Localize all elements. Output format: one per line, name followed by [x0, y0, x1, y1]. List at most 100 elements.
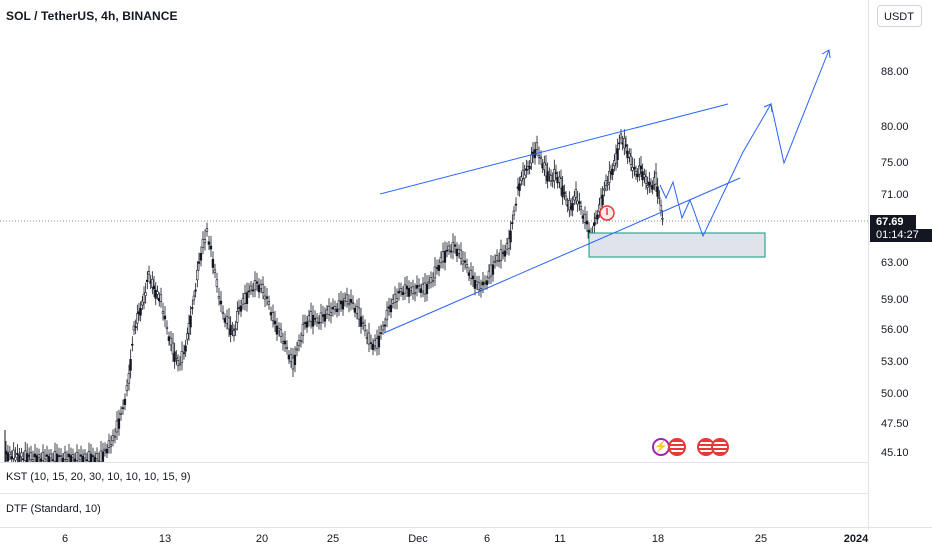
candle-body [83, 453, 87, 459]
lower-trendline [383, 177, 741, 334]
candle-body [574, 188, 578, 198]
candle-body [239, 305, 243, 312]
candle-body [639, 165, 643, 170]
candle-body [481, 281, 485, 286]
candle-body [223, 318, 227, 323]
flag-icon[interactable] [711, 438, 729, 456]
upper-trendline [379, 103, 729, 195]
candle-body [509, 230, 512, 243]
candle-body [103, 448, 107, 451]
candle-body [528, 165, 531, 170]
price-axis[interactable]: 88.00 80.00 75.00 71.00 63.00 59.00 56.0… [868, 0, 932, 530]
candle-body [199, 253, 203, 261]
candle-body [201, 238, 205, 248]
kst-indicator-label[interactable]: KST (10, 15, 20, 30, 10, 10, 10, 15, 9) [6, 471, 191, 483]
candle-body [571, 203, 574, 211]
candle-body [134, 326, 137, 329]
candle-body [427, 281, 431, 284]
candle-body [579, 206, 583, 210]
currency-selector-box[interactable]: USDT [877, 5, 922, 27]
candle-body [601, 194, 604, 206]
candle-body [537, 155, 541, 158]
candle-body [125, 385, 129, 392]
time-tick: 6 [483, 533, 491, 545]
price-tick: 59.00 [881, 294, 909, 306]
candle-body [473, 279, 477, 289]
candle-body [79, 454, 83, 457]
candle-body [37, 454, 41, 458]
candle-body [563, 192, 566, 194]
candle-body [559, 178, 563, 189]
candle-body [643, 174, 646, 178]
kst-pane[interactable]: KST (10, 15, 20, 30, 10, 10, 10, 15, 9) [0, 462, 868, 493]
candle-body [603, 188, 606, 191]
time-axis[interactable]: 6 13 20 25 Dec 6 11 18 25 2024 [0, 527, 932, 551]
candle-body [295, 348, 299, 351]
candle-body [271, 312, 275, 322]
time-tick: Dec [408, 533, 428, 545]
candle-body [638, 165, 641, 175]
candle-body [41, 451, 45, 461]
price-chart[interactable] [0, 0, 868, 473]
candle-body [479, 288, 483, 291]
time-tick: 6 [61, 533, 69, 545]
candle-body [489, 264, 493, 277]
dtf-indicator-label[interactable]: DTF (Standard, 10) [6, 503, 101, 515]
candle-body [107, 440, 111, 448]
candle-body [113, 435, 117, 438]
price-tick: 47.50 [881, 418, 909, 430]
candle-body [439, 257, 443, 264]
candle-body [73, 458, 77, 462]
candle-body [551, 180, 554, 182]
candle-body [409, 287, 413, 291]
candle-body [337, 300, 341, 310]
candle-body [535, 142, 539, 150]
candle-body [236, 311, 239, 323]
candle-body [483, 281, 487, 284]
candle-body [355, 306, 359, 314]
candle-body [459, 249, 463, 259]
candle-body [331, 307, 335, 310]
candle-body [505, 243, 509, 250]
candle-body [156, 291, 159, 295]
flag-icon[interactable] [668, 438, 686, 456]
bar-countdown: 01:14:27 [870, 229, 932, 242]
candle-body [471, 275, 475, 280]
candle-body [33, 453, 37, 458]
candle-body [180, 351, 184, 363]
candle-body [661, 217, 664, 220]
candle-body [211, 258, 215, 268]
candle-body [313, 317, 317, 320]
candle-body [391, 299, 395, 304]
candle-body [407, 287, 411, 297]
candle-body [237, 307, 241, 309]
candle-body [357, 307, 361, 320]
candle-body [503, 250, 507, 257]
symbol-title[interactable]: SOL / TetherUS, 4h, BINANCE [6, 9, 178, 23]
candle-body [275, 325, 279, 335]
candle-body [339, 300, 343, 305]
time-tick: 11 [554, 533, 566, 545]
candle-body [624, 144, 628, 147]
candle-body [619, 133, 623, 139]
candle-body [461, 260, 465, 265]
time-tick: 25 [326, 533, 340, 545]
candle-body [608, 171, 611, 183]
candle-body [186, 333, 189, 340]
candle-body [305, 321, 309, 328]
candle-body [215, 279, 219, 287]
candle-body [196, 269, 199, 281]
candle-body [581, 215, 585, 219]
candle-body [95, 453, 99, 460]
candle-body [209, 245, 213, 250]
dtf-pane[interactable]: DTF (Standard, 10) [0, 493, 868, 528]
candle-body [453, 244, 457, 247]
candle-body [491, 264, 495, 275]
candle-body [301, 324, 305, 336]
chart-canvas[interactable] [0, 0, 868, 473]
candle-body [379, 332, 383, 334]
candle-body [367, 332, 371, 345]
candle-body [299, 340, 303, 342]
candle-body [182, 352, 186, 354]
candle-body [217, 296, 221, 299]
